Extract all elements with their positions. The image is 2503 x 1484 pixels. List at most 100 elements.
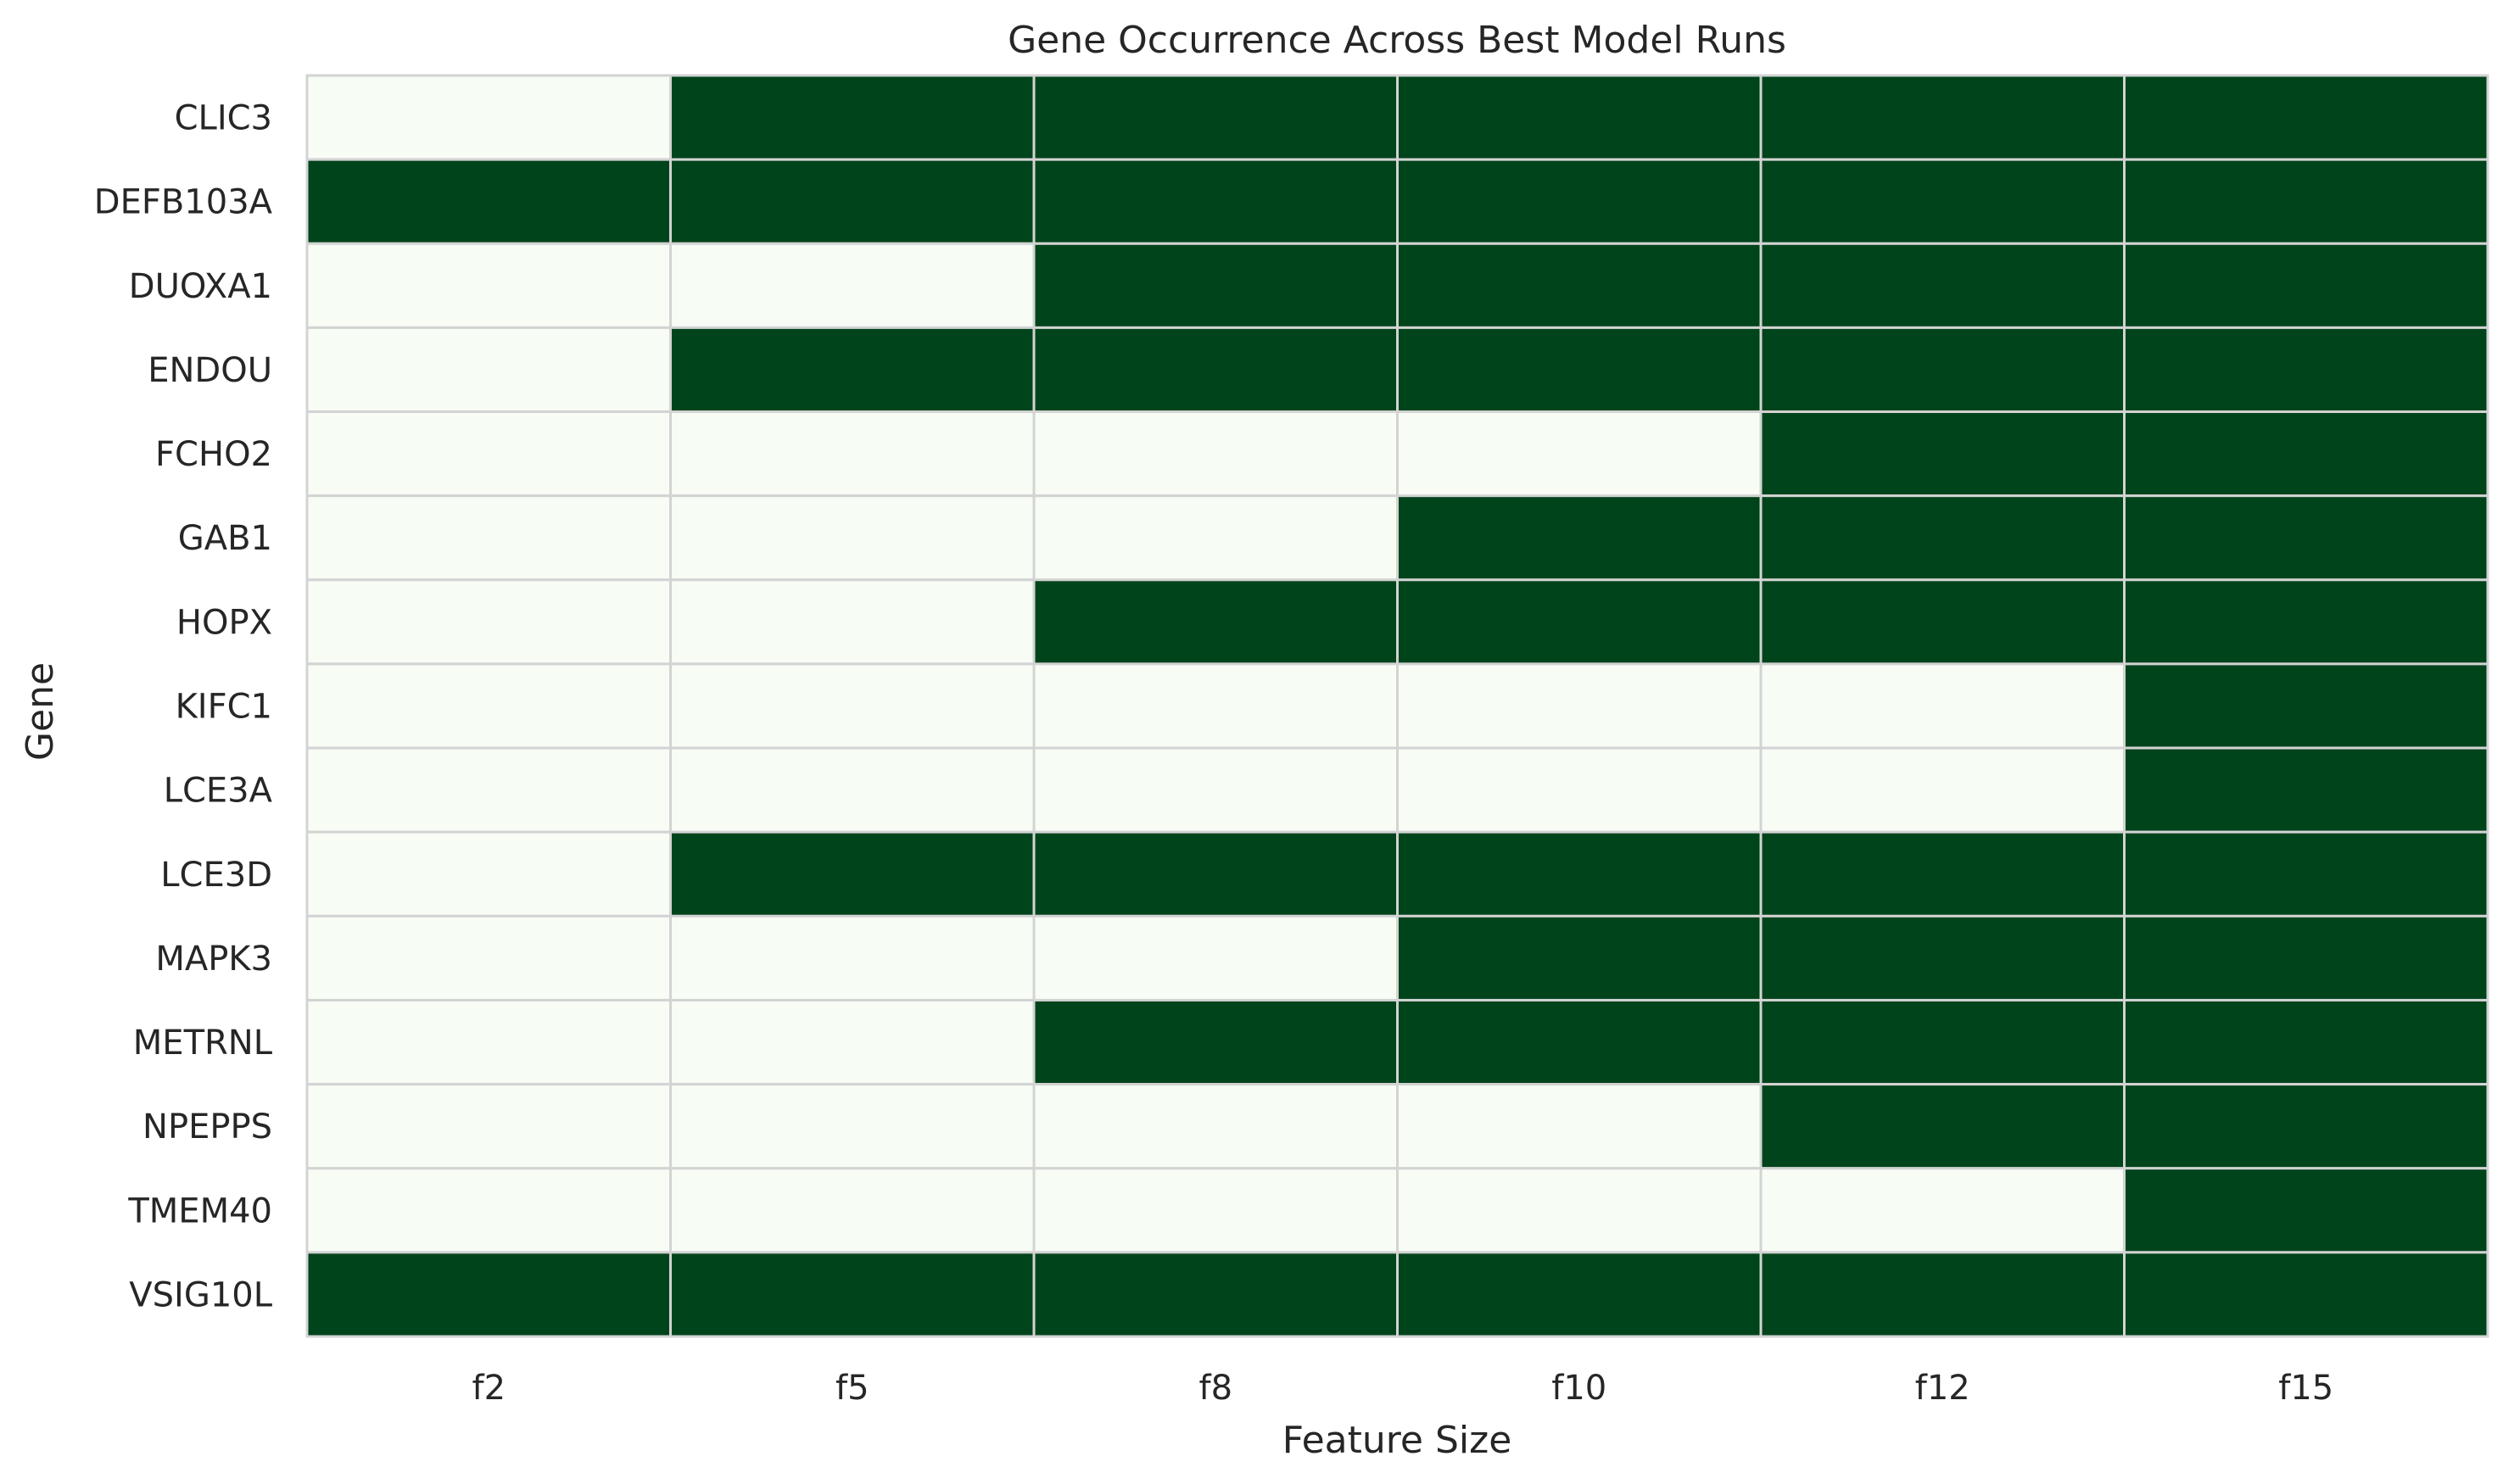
heatmap-cell-LCE3D-f8	[1032, 830, 1399, 918]
y-tick-label: VSIG10L	[129, 1275, 272, 1314]
heatmap-cell-GAB1-f15	[2123, 494, 2489, 582]
chart-title: Gene Occurrence Across Best Model Runs	[1008, 19, 1786, 62]
heatmap-cell-LCE3A-f2	[305, 746, 672, 834]
heatmap-cell-METRNL-f8	[1032, 998, 1399, 1086]
heatmap-cell-KIFC1-f8	[1032, 662, 1399, 750]
heatmap-cell-LCE3D-f10	[1396, 830, 1763, 918]
heatmap-cell-HOPX-f2	[305, 578, 672, 666]
heatmap-cell-ENDOU-f15	[2123, 326, 2489, 414]
heatmap-cell-NPEPPS-f10	[1396, 1083, 1763, 1170]
heatmap-cell-DEFB103A-f10	[1396, 158, 1763, 245]
heatmap-cell-NPEPPS-f5	[669, 1083, 1036, 1170]
y-tick-label: HOPX	[176, 603, 272, 642]
heatmap-cell-CLIC3-f12	[1759, 74, 2126, 161]
heatmap-cell-HOPX-f5	[669, 578, 1036, 666]
heatmap-cell-LCE3A-f15	[2123, 746, 2489, 834]
y-tick-label: GAB1	[178, 519, 272, 558]
y-tick-label: LCE3A	[164, 772, 273, 811]
heatmap-cell-TMEM40-f10	[1396, 1167, 1763, 1254]
heatmap-cell-LCE3D-f2	[305, 830, 672, 918]
heatmap-cell-ENDOU-f2	[305, 326, 672, 414]
heatmap-cell-LCE3D-f5	[669, 830, 1036, 918]
heatmap-cell-KIFC1-f2	[305, 662, 672, 750]
heatmap-cell-FCHO2-f12	[1759, 410, 2126, 498]
y-tick-label: KIFC1	[176, 688, 272, 727]
heatmap-cell-DEFB103A-f2	[305, 158, 672, 245]
heatmap-cell-DUOXA1-f2	[305, 242, 672, 329]
heatmap-cell-GAB1-f10	[1396, 494, 1763, 582]
heatmap-cell-DUOXA1-f8	[1032, 242, 1399, 329]
heatmap-cell-METRNL-f5	[669, 998, 1036, 1086]
heatmap-cell-VSIG10L-f10	[1396, 1251, 1763, 1338]
y-tick-label: DEFB103A	[94, 183, 273, 222]
heatmap-cell-CLIC3-f15	[2123, 74, 2489, 161]
heatmap-cell-MAPK3-f5	[669, 914, 1036, 1001]
heatmap-cell-METRNL-f2	[305, 998, 672, 1086]
x-tick-label: f15	[2278, 1369, 2333, 1408]
heatmap-cell-VSIG10L-f2	[305, 1251, 672, 1338]
heatmap-cell-LCE3A-f5	[669, 746, 1036, 834]
heatmap-cell-HOPX-f8	[1032, 578, 1399, 666]
heatmap-cell-FCHO2-f15	[2123, 410, 2489, 498]
x-tick-label: f8	[1198, 1369, 1232, 1408]
heatmap-cell-HOPX-f12	[1759, 578, 2126, 666]
y-tick-label: METRNL	[133, 1024, 273, 1063]
y-tick-label: CLIC3	[175, 99, 272, 138]
heatmap-cell-KIFC1-f12	[1759, 662, 2126, 750]
heatmap-cell-METRNL-f10	[1396, 998, 1763, 1086]
heatmap-cell-ENDOU-f12	[1759, 326, 2126, 414]
heatmap-cell-CLIC3-f5	[669, 74, 1036, 161]
heatmap-cell-ENDOU-f10	[1396, 326, 1763, 414]
heatmap-cell-TMEM40-f2	[305, 1167, 672, 1254]
heatmap-cell-KIFC1-f5	[669, 662, 1036, 750]
y-tick-label: DUOXA1	[129, 267, 272, 306]
heatmap-cell-DEFB103A-f12	[1759, 158, 2126, 245]
heatmap-cell-HOPX-f10	[1396, 578, 1763, 666]
heatmap-cell-MAPK3-f8	[1032, 914, 1399, 1001]
heatmap-cell-VSIG10L-f5	[669, 1251, 1036, 1338]
y-tick-label: LCE3D	[160, 856, 272, 895]
heatmap-cell-LCE3D-f15	[2123, 830, 2489, 918]
heatmap-cell-GAB1-f12	[1759, 494, 2126, 582]
heatmap-cell-ENDOU-f8	[1032, 326, 1399, 414]
x-tick-label: f10	[1551, 1369, 1606, 1408]
heatmap-cell-DUOXA1-f5	[669, 242, 1036, 329]
y-tick-label: MAPK3	[155, 940, 272, 979]
heatmap-cell-TMEM40-f5	[669, 1167, 1036, 1254]
x-tick-label: f5	[835, 1369, 869, 1408]
heatmap-cells	[305, 74, 2489, 1338]
heatmap-cell-NPEPPS-f15	[2123, 1083, 2489, 1170]
heatmap-cell-HOPX-f15	[2123, 578, 2489, 666]
heatmap-cell-DUOXA1-f10	[1396, 242, 1763, 329]
heatmap-cell-MAPK3-f2	[305, 914, 672, 1001]
heatmap-cell-GAB1-f5	[669, 494, 1036, 582]
x-axis-label: Feature Size	[1282, 1419, 1512, 1462]
heatmap-cell-CLIC3-f2	[305, 74, 672, 161]
heatmap-cell-LCE3A-f10	[1396, 746, 1763, 834]
heatmap-cell-FCHO2-f5	[669, 410, 1036, 498]
heatmap-cell-METRNL-f15	[2123, 998, 2489, 1086]
heatmap-cell-VSIG10L-f15	[2123, 1251, 2489, 1338]
heatmap-cell-MAPK3-f10	[1396, 914, 1763, 1001]
heatmap-cell-GAB1-f2	[305, 494, 672, 582]
y-tick-label: TMEM40	[127, 1191, 272, 1230]
heatmap-cell-VSIG10L-f8	[1032, 1251, 1399, 1338]
heatmap-cell-TMEM40-f15	[2123, 1167, 2489, 1254]
x-tick-labels: f2 f5 f8 f10 f12 f15	[472, 1369, 2333, 1408]
heatmap-cell-TMEM40-f8	[1032, 1167, 1399, 1254]
heatmap-cell-TMEM40-f12	[1759, 1167, 2126, 1254]
heatmap-cell-METRNL-f12	[1759, 998, 2126, 1086]
x-tick-label: f12	[1915, 1369, 1970, 1408]
heatmap-cell-MAPK3-f15	[2123, 914, 2489, 1001]
heatmap-cell-NPEPPS-f2	[305, 1083, 672, 1170]
heatmap-cell-GAB1-f8	[1032, 494, 1399, 582]
heatmap-cell-ENDOU-f5	[669, 326, 1036, 414]
heatmap-cell-FCHO2-f8	[1032, 410, 1399, 498]
x-tick-label: f2	[472, 1369, 506, 1408]
heatmap-cell-DEFB103A-f15	[2123, 158, 2489, 245]
heatmap-cell-CLIC3-f8	[1032, 74, 1399, 161]
y-tick-label: FCHO2	[155, 435, 272, 474]
heatmap-cell-KIFC1-f10	[1396, 662, 1763, 750]
heatmap-cell-FCHO2-f2	[305, 410, 672, 498]
